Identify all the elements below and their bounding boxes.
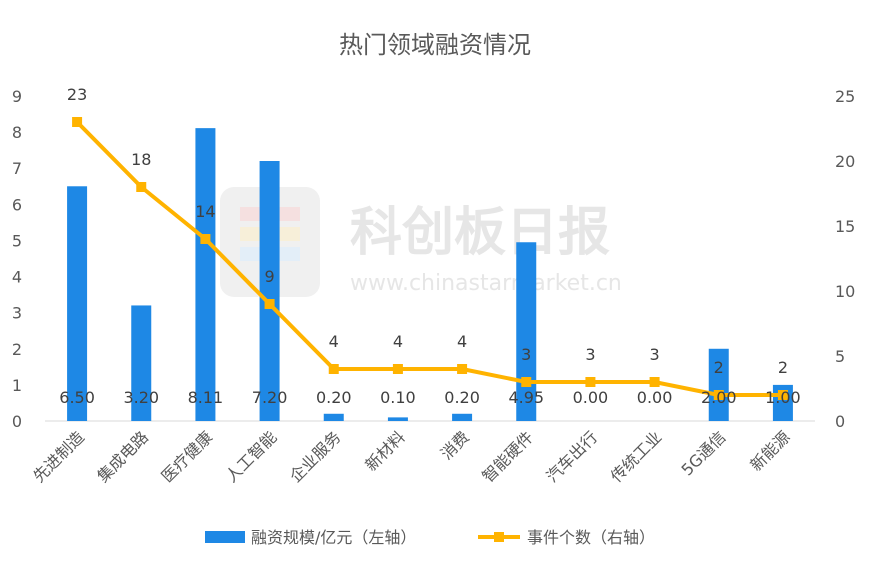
y-right-tick-label: 5 <box>835 347 845 366</box>
bar <box>323 413 344 421</box>
bar-data-label: 0.00 <box>573 388 609 407</box>
legend-label-line: 事件个数（右轴） <box>527 528 655 547</box>
y-right-tick-label: 25 <box>835 87 855 106</box>
line-data-label: 9 <box>264 267 274 286</box>
line-point <box>713 390 724 400</box>
line-data-label: 23 <box>67 85 87 104</box>
y-left-tick-label: 3 <box>12 304 22 323</box>
bar-data-label: 6.50 <box>59 388 95 407</box>
bar-data-label: 1.00 <box>765 388 801 407</box>
bar-series <box>67 128 793 421</box>
line-data-label: 2 <box>714 358 724 377</box>
line-data-label: 4 <box>393 332 403 351</box>
chart-title: 热门领域融资情况 <box>339 31 531 59</box>
y-right-tick-label: 20 <box>835 152 855 171</box>
y-left-tick-label: 9 <box>12 87 22 106</box>
bar-data-label: 0.20 <box>316 388 352 407</box>
line-point <box>200 234 211 244</box>
category-label: 汽车出行 <box>543 427 602 486</box>
y-left-tick-label: 8 <box>12 123 22 142</box>
bar <box>516 242 537 421</box>
category-label: 人工智能 <box>222 427 281 486</box>
line-point <box>585 377 596 387</box>
line-data-label: 4 <box>457 332 467 351</box>
line-series <box>72 117 788 400</box>
line-data-label: 14 <box>195 202 215 221</box>
category-label: 智能硬件 <box>478 427 537 486</box>
line-point <box>72 117 83 127</box>
bar <box>452 413 473 421</box>
y-left-tick-label: 6 <box>12 195 22 214</box>
line-data-labels: 23 18 14 9 4 4 4 3 3 3 2 2 <box>67 85 788 377</box>
line-point <box>649 377 660 387</box>
line-point <box>328 364 339 374</box>
y-right-tick-label: 15 <box>835 217 855 236</box>
category-label: 消费 <box>437 427 473 463</box>
legend-label-bar: 融资规模/亿元（左轴） <box>251 528 416 547</box>
line-point <box>392 364 403 374</box>
y-left-tick-label: 2 <box>12 340 22 359</box>
bar <box>259 161 280 421</box>
line-point <box>264 299 275 309</box>
line-point <box>457 364 468 374</box>
legend-swatch-marker <box>494 532 504 542</box>
category-label: 新能源 <box>746 427 793 474</box>
category-label: 先进制造 <box>29 427 88 486</box>
bar-data-label: 0.20 <box>444 388 480 407</box>
y-left-tick-label: 5 <box>12 231 22 250</box>
bar-data-label: 8.11 <box>188 388 224 407</box>
y-right-tick-label: 0 <box>835 412 845 431</box>
bar-data-label: 2.00 <box>701 388 737 407</box>
bar <box>708 348 729 421</box>
line-data-label: 2 <box>778 358 788 377</box>
line-data-label: 4 <box>329 332 339 351</box>
category-label: 企业服务 <box>286 427 345 486</box>
watermark-brand: 科创板日报 <box>350 203 610 263</box>
y-left-tick-label: 4 <box>12 268 22 287</box>
line-data-label: 3 <box>585 345 595 364</box>
axis-right: 0 5 10 15 20 25 <box>835 87 855 431</box>
y-left-tick-label: 1 <box>12 376 22 395</box>
bar-data-labels: 6.50 3.20 8.11 7.20 0.20 0.10 0.20 4.95 0.00 0.00… <box>59 388 800 407</box>
category-label: 新材料 <box>361 427 408 474</box>
y-left-tick-label: 0 <box>12 412 22 431</box>
bar <box>387 417 408 421</box>
line-point <box>777 390 788 400</box>
bar-data-label: 0.00 <box>637 388 673 407</box>
category-label: 传统工业 <box>607 427 666 486</box>
category-label: 集成电路 <box>93 427 152 486</box>
y-right-tick-label: 10 <box>835 282 855 301</box>
legend: 融资规模/亿元（左轴） 事件个数（右轴） <box>205 528 655 547</box>
bar <box>195 128 216 421</box>
line-point <box>136 182 147 192</box>
y-left-tick-label: 7 <box>12 159 22 178</box>
bar-data-label: 7.20 <box>252 388 288 407</box>
watermark-url: www.chinastarmarket.cn <box>350 271 622 296</box>
category-label: 医疗健康 <box>158 427 217 486</box>
line-data-label: 3 <box>649 345 659 364</box>
line-path <box>75 120 783 397</box>
bar <box>67 186 88 421</box>
bar-data-label: 0.10 <box>380 388 416 407</box>
legend-swatch-bar <box>205 531 245 543</box>
category-label: 5G通信 <box>678 427 730 479</box>
line-data-label: 3 <box>521 345 531 364</box>
bar <box>131 305 152 421</box>
category-labels: 先进制造 集成电路 医疗健康 人工智能 企业服务 新材料 消费 智能硬件 汽车出行 传统工业 5G通… <box>29 427 794 486</box>
bar-data-label: 3.20 <box>123 388 159 407</box>
line-data-label: 18 <box>131 150 151 169</box>
axis-left: 0 1 2 3 4 5 6 7 8 9 <box>12 87 22 431</box>
line-point <box>521 377 532 387</box>
bar-data-label: 4.95 <box>508 388 544 407</box>
watermark: 科创板日报 www.chinastarmarket.cn <box>220 187 622 297</box>
